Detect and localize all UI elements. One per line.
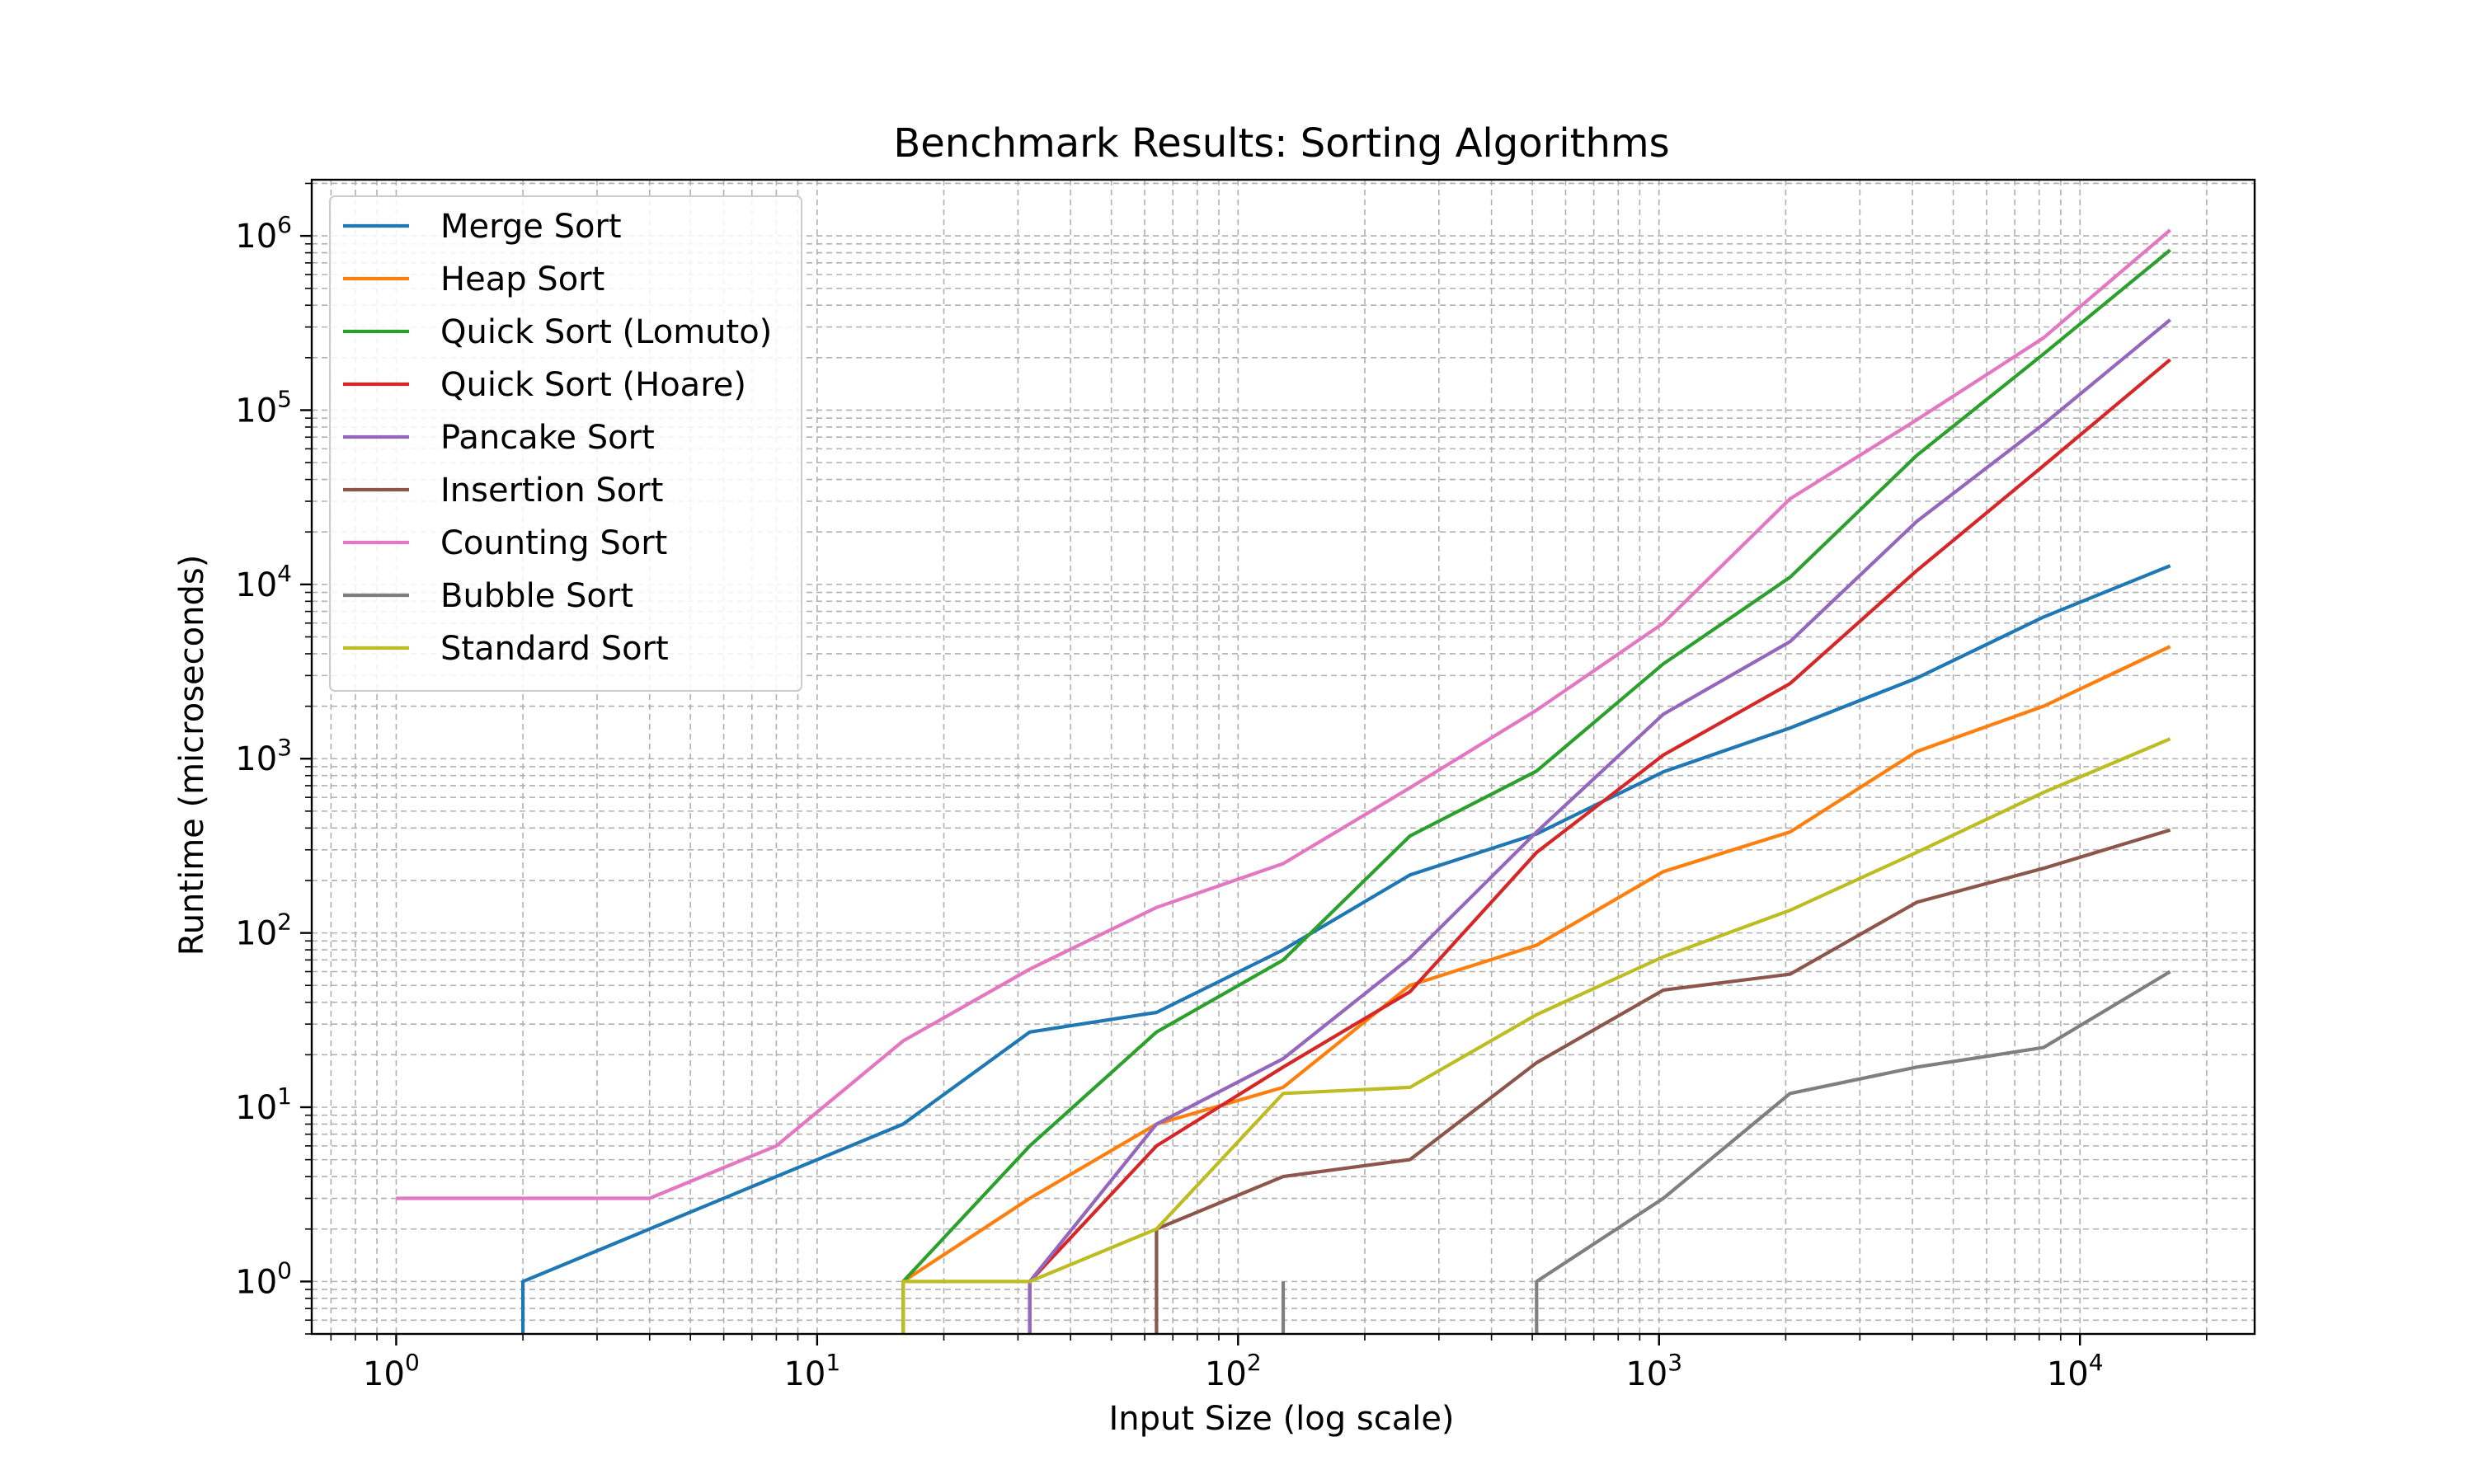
x-axis-label: Input Size (log scale) (1108, 1400, 1454, 1438)
legend-label: Insertion Sort (440, 472, 663, 510)
axes-frame (310, 178, 2256, 1336)
series-line (901, 248, 2171, 1334)
legend-label: Merge Sort (440, 208, 622, 246)
series-line (521, 564, 2171, 1334)
legend-label: Pancake Sort (440, 419, 655, 457)
y-tick-label: 102 (235, 909, 292, 953)
y-tick-label: 103 (235, 734, 292, 778)
y-tick-label: 104 (235, 560, 292, 604)
series-line (1028, 318, 2171, 1334)
tick-labels: 100 101 102 103 104 100 101 102 103 104 105 106 (235, 211, 2103, 1393)
chart-title: Benchmark Results: Sorting Algorithms (893, 120, 1669, 167)
axes (300, 178, 2256, 1345)
x-tick-label: 100 (363, 1349, 420, 1393)
series-lines (396, 228, 2171, 1334)
legend: Merge Sort Heap Sort Quick Sort (Lomuto) Qu… (329, 195, 802, 692)
legend-label: Bubble Sort (440, 577, 633, 615)
y-tick-label: 106 (235, 211, 292, 256)
x-tick-label: 103 (1625, 1349, 1682, 1393)
legend-label: Quick Sort (Lomuto) (440, 313, 772, 351)
y-tick-label: 101 (235, 1082, 292, 1127)
series-line (396, 228, 2171, 1200)
x-tick-label: 104 (2047, 1349, 2104, 1393)
x-tick-label: 102 (1205, 1349, 1262, 1393)
series-line (1155, 828, 2171, 1334)
legend-label: Standard Sort (440, 630, 669, 668)
legend-label: Quick Sort (Hoare) (440, 366, 746, 404)
y-tick-label: 105 (235, 385, 292, 430)
y-axis-label: Runtime (microseconds) (173, 555, 211, 956)
legend-label: Heap Sort (440, 261, 604, 298)
legend-box (329, 195, 802, 692)
x-tick-label: 101 (783, 1349, 840, 1393)
series-line (901, 737, 2171, 1334)
legend-label: Counting Sort (440, 524, 667, 562)
series-line (901, 645, 2171, 1334)
y-tick-label: 100 (235, 1256, 292, 1301)
series-line (1028, 358, 2171, 1334)
series-line (1535, 970, 2171, 1334)
